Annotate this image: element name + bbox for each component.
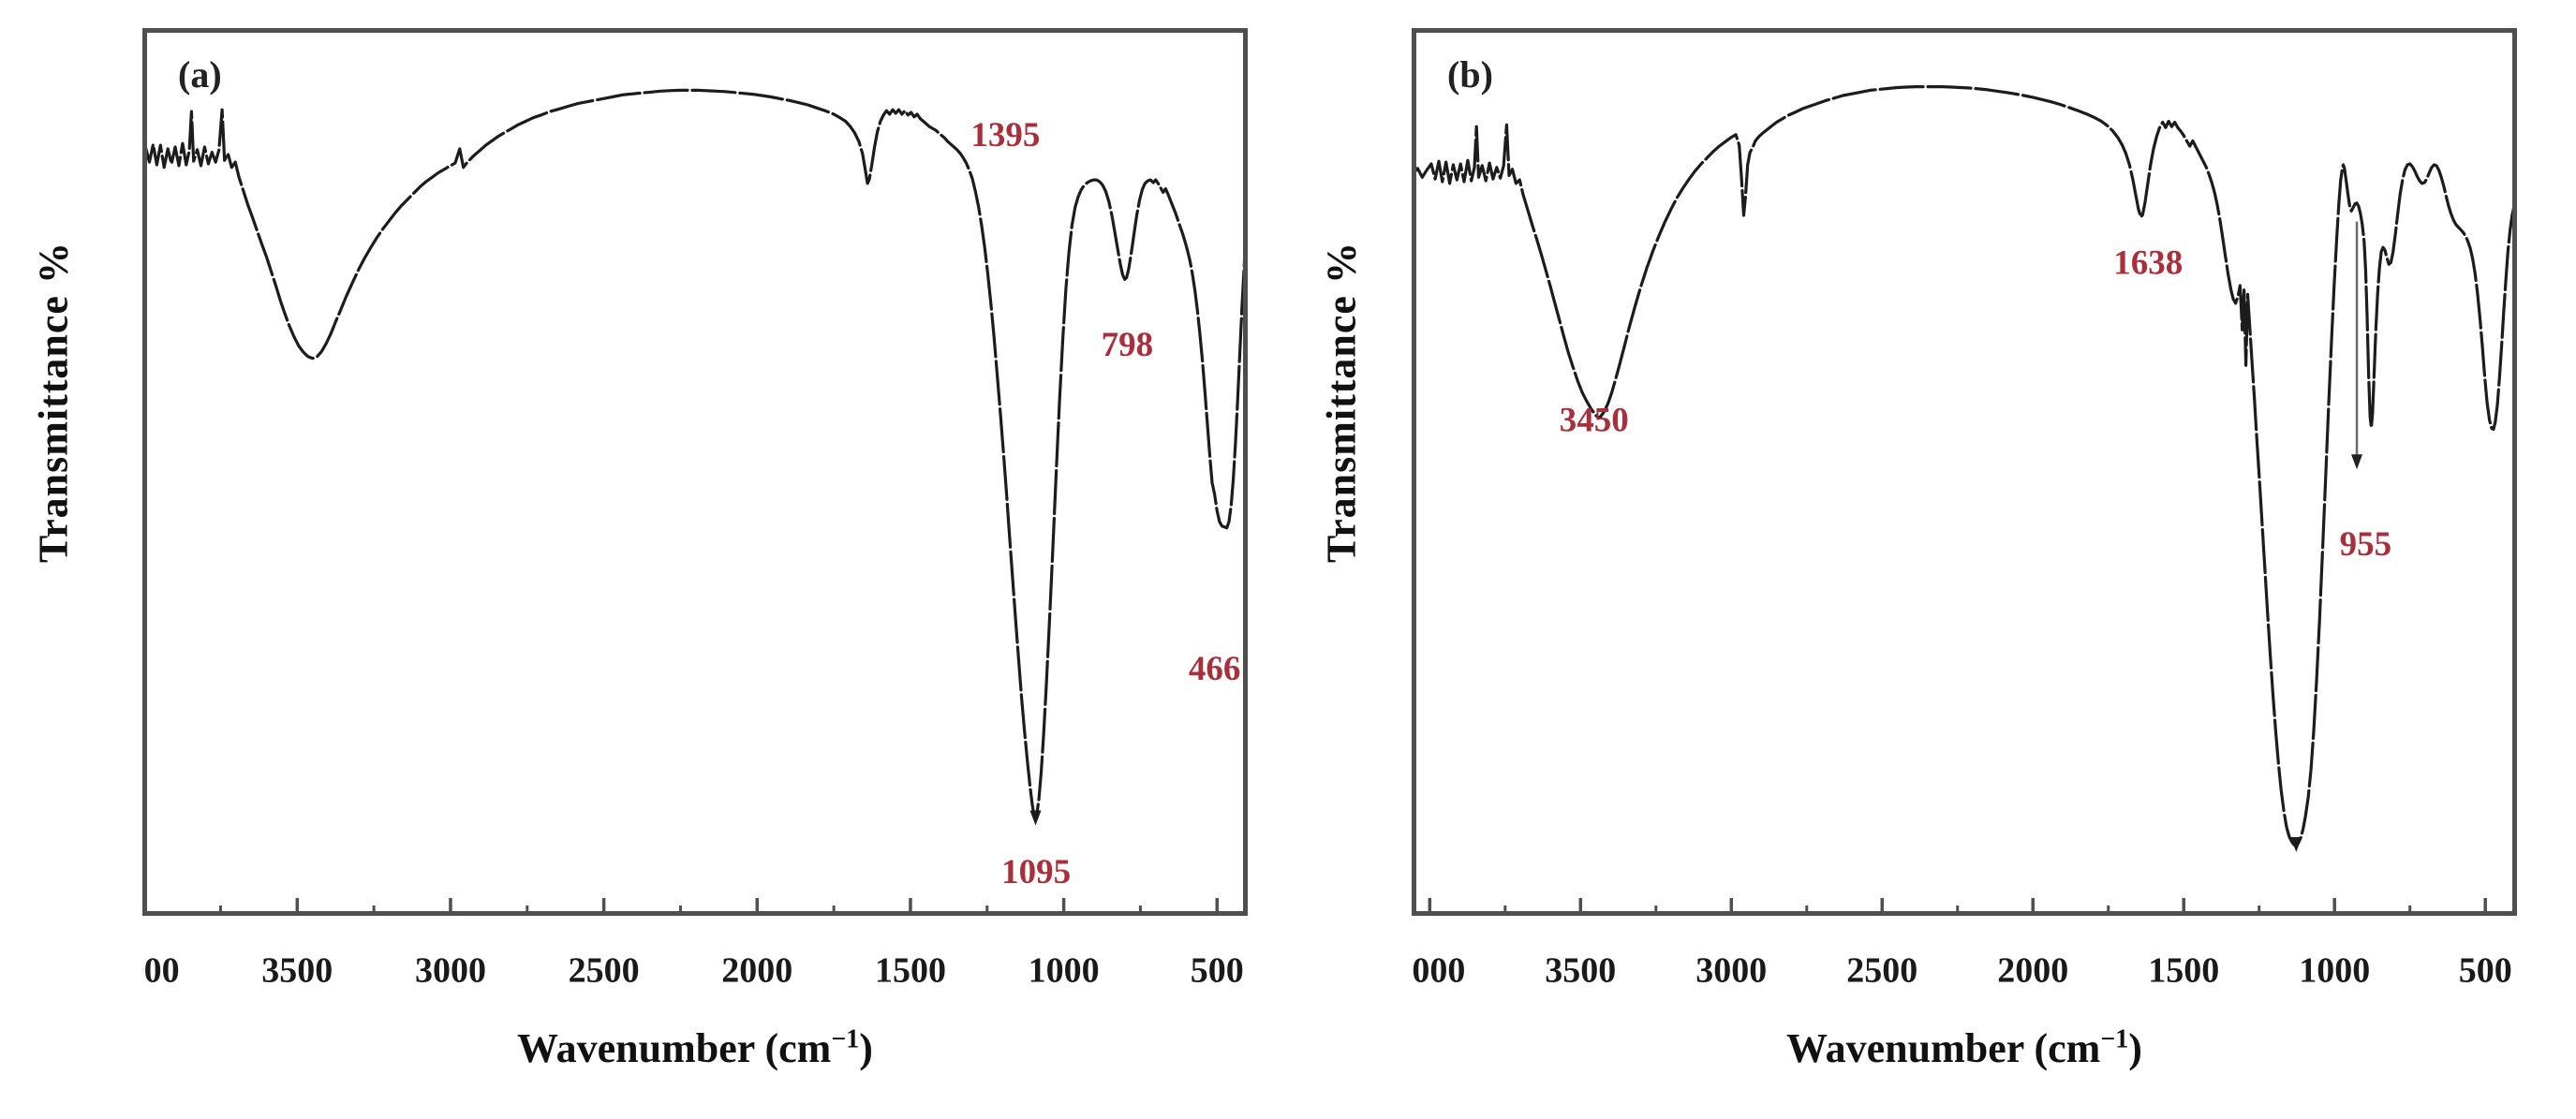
panel-label-a: (a) [178,53,222,96]
spectrum-trace [142,88,1248,820]
x-axis-tick-label: 3000 [1695,950,1767,990]
x-axis-title-b-text: Wavenumber (cm [1786,1025,2101,1071]
x-axis-tick-label: 500 [1191,950,1244,990]
peak-annotation-3450: 3450 [1560,401,1629,439]
plot-frame [142,28,1248,916]
spectrum-trace [1412,84,2517,847]
x-axis-title-a: Wavenumber (cm−1) [320,1024,1070,1072]
x-axis-tick-label: 1500 [875,950,946,990]
spectrum-plot-a: 4000 3500 3000 2500 2000 1500 1000 500 1395 798 46… [142,28,1248,990]
peak-annotation-466: 466 [1189,650,1241,688]
x-axis-title-b-close: ) [2128,1025,2142,1071]
x-axis-title-a-text: Wavenumber (cm [517,1025,832,1071]
x-axis-tick-label: 1500 [2148,950,2219,990]
x-axis-title-a-sup: −1 [831,1024,860,1054]
x-axis-tick-label: 2500 [569,950,640,990]
x-axis-tick-label: 2500 [1846,950,1917,990]
x-axis-tick-label: 4000 [1412,950,1465,990]
peak-tip-marker [2290,836,2302,852]
peak-annotation-955: 955 [2340,525,2392,564]
peak-annotation-1638: 1638 [2113,244,2183,283]
x-axis-tick-label: 2000 [721,950,792,990]
peak-tip-marker [1029,810,1042,826]
y-axis-title-b: Transmittance % [1318,242,1365,563]
x-axis-tick-label: 3000 [415,950,486,990]
peak-annotation-798: 798 [1102,326,1154,364]
x-axis-tick-label: 3500 [1545,950,1616,990]
y-axis-title-a: Transmittance % [30,242,77,563]
x-axis-tick-label: 1000 [2299,950,2370,990]
panel-label-b: (b) [1447,53,1493,96]
x-axis-tick-label: 3500 [261,950,333,990]
spectrum-plot-b: 4000 3500 3000 2500 2000 1500 1000 500 3450 1638 9… [1412,28,2517,990]
x-axis-tick-label: 4000 [142,950,180,990]
annotation-arrowhead-icon [2351,454,2363,470]
x-axis-title-b-sup: −1 [2100,1024,2129,1054]
x-axis-tick-label: 2000 [1997,950,2068,990]
x-axis-tick-label: 500 [2459,950,2512,990]
x-axis-tick-label: 1000 [1029,950,1100,990]
plot-frame [1412,28,2517,916]
peak-annotation-1095: 1095 [1001,853,1071,891]
peak-annotation-1395: 1395 [970,116,1040,155]
x-axis-title-a-close: ) [859,1025,873,1071]
x-axis-title-b: Wavenumber (cm−1) [1590,1024,2339,1072]
